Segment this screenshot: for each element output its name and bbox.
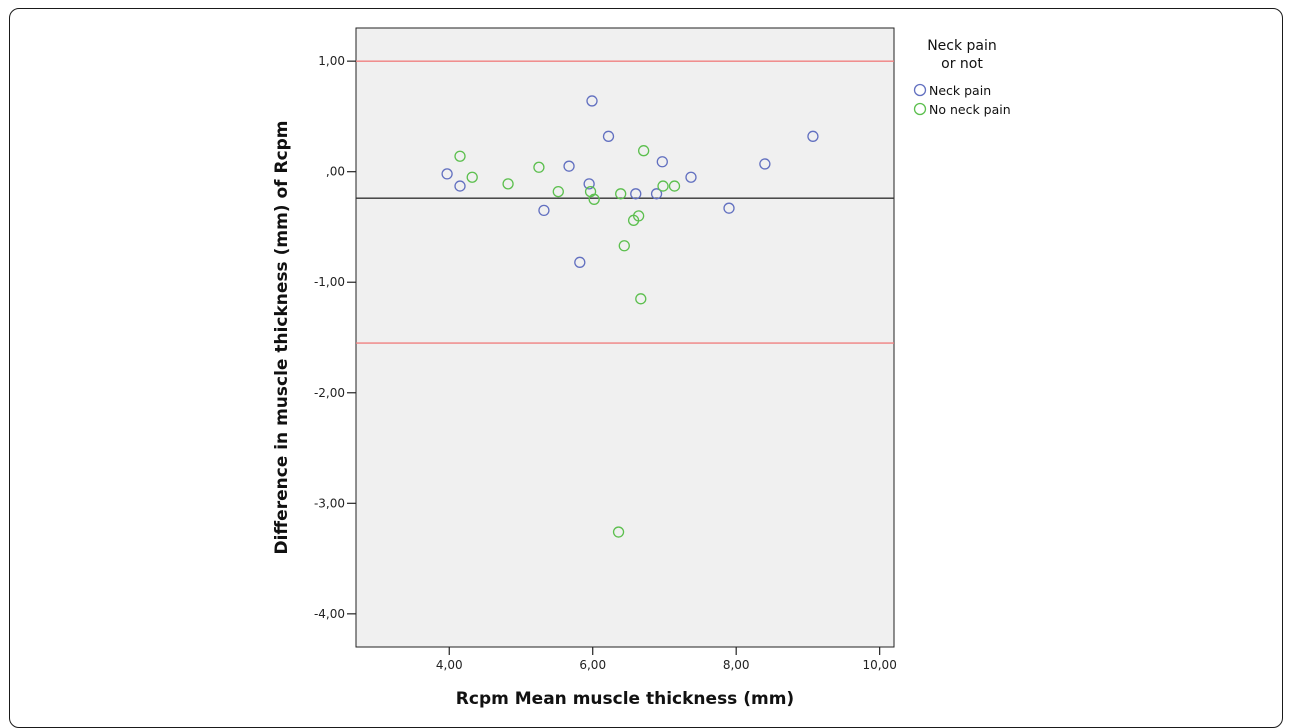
x-tick-label: 10,00 xyxy=(862,658,896,672)
point-neck-pain xyxy=(807,130,819,142)
legend-label-no-neck-pain: No neck pain xyxy=(929,102,1011,117)
point-no-neck-pain xyxy=(502,178,514,190)
point-neck-pain xyxy=(574,256,586,268)
point-no-neck-pain xyxy=(552,185,564,198)
legend-title-line1: Neck pain xyxy=(927,38,997,54)
point-neck-pain xyxy=(583,178,595,190)
point-neck-pain xyxy=(441,168,453,180)
point-no-neck-pain xyxy=(615,188,627,200)
point-neck-pain xyxy=(685,171,697,183)
point-no-neck-pain xyxy=(632,210,645,222)
point-neck-pain xyxy=(759,158,771,170)
reference-lines xyxy=(356,60,894,344)
x-axis: 4,00 6,00 8,00 10,00 xyxy=(436,647,897,672)
x-tick-label: 6,00 xyxy=(579,658,606,672)
data-points xyxy=(441,95,819,538)
scatter-chart: 1,00 ,00 -1,00 -2,00 -3,00 -4,00 4,00 6,00 8,00… xyxy=(272,27,1011,709)
legend-marker-neck-pain xyxy=(913,83,927,97)
y-tick-label: -4,00 xyxy=(314,607,345,621)
point-neck-pain xyxy=(563,160,575,172)
point-neck-pain xyxy=(630,188,642,200)
point-neck-pain xyxy=(454,180,466,192)
point-no-neck-pain xyxy=(533,161,545,173)
point-no-neck-pain xyxy=(618,240,630,252)
y-tick-label: -1,00 xyxy=(314,275,345,289)
legend: Neck pain or not Neck pain No neck pain xyxy=(913,38,1011,117)
y-tick-label: ,00 xyxy=(326,165,345,179)
x-tick-label: 4,00 xyxy=(436,658,463,672)
point-neck-pain xyxy=(602,130,615,142)
x-tick-label: 8,00 xyxy=(723,658,750,672)
y-tick-label: 1,00 xyxy=(318,54,345,68)
point-no-neck-pain xyxy=(635,293,647,305)
x-axis-title: Rcpm Mean muscle thickness (mm) xyxy=(456,689,794,709)
point-neck-pain xyxy=(586,95,598,107)
y-tick-label: -2,00 xyxy=(314,386,345,400)
point-no-neck-pain xyxy=(588,193,600,205)
plot-area xyxy=(355,27,895,648)
point-neck-pain xyxy=(723,202,735,214)
point-no-neck-pain xyxy=(657,180,669,192)
point-no-neck-pain xyxy=(466,171,478,183)
y-axis-title: Difference in muscle thickness (mm) of R… xyxy=(272,120,292,554)
point-no-neck-pain xyxy=(454,150,466,162)
legend-marker-no-neck-pain xyxy=(913,102,927,116)
y-tick-label: -3,00 xyxy=(314,496,345,510)
y-axis: 1,00 ,00 -1,00 -2,00 -3,00 -4,00 xyxy=(314,54,356,621)
point-neck-pain xyxy=(656,156,668,168)
point-no-neck-pain xyxy=(668,180,681,192)
legend-label-neck-pain: Neck pain xyxy=(929,83,991,98)
point-no-neck-pain xyxy=(638,145,650,157)
point-no-neck-pain xyxy=(612,526,625,538)
point-neck-pain xyxy=(650,188,663,200)
point-neck-pain xyxy=(538,204,550,217)
legend-title-line2: or not xyxy=(941,56,983,72)
